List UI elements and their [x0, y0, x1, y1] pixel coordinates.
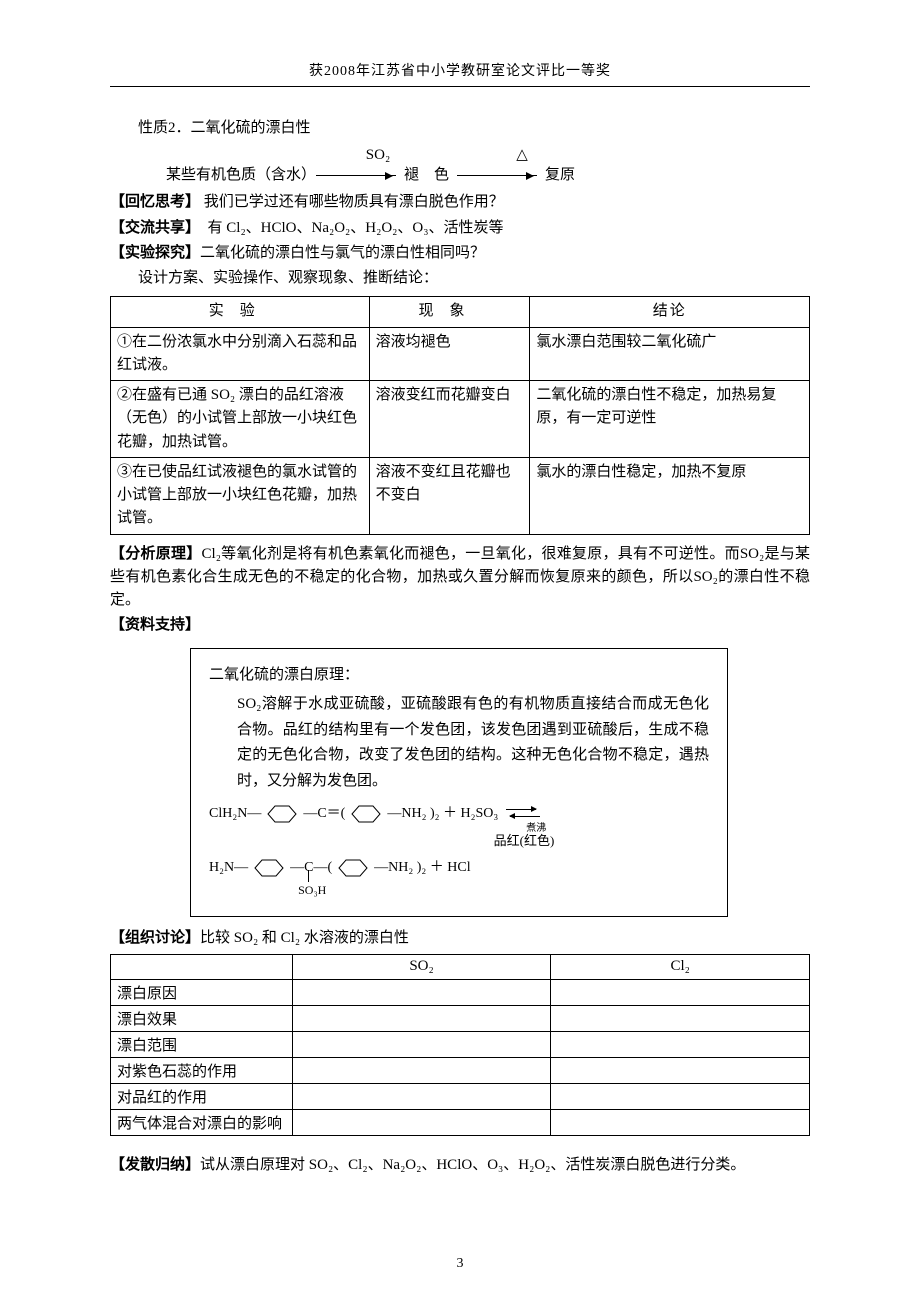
arrow-icon: [316, 175, 396, 176]
arrow-label-so2: SO₂: [338, 146, 418, 166]
benzene-icon: [265, 804, 299, 824]
table-row: 两气体混合对漂白的影响: [111, 1109, 810, 1135]
expinq-tag: 【实验探究】: [110, 245, 200, 261]
table-row: ①在二份浓氯水中分别滴入石蕊和品红试液。 溶液均褪色 氯水漂白范围较二氧化硫广: [111, 327, 810, 381]
reaction-arrow-diagram: SO₂ △ 某些有机色质（含水） 褪 色 复原: [166, 146, 810, 185]
arrow-end-text: 复原: [537, 166, 575, 186]
benzene-icon: [336, 858, 370, 878]
expinq-line: 【实验探究】二氧化硫的漂白性与氯气的漂白性相同吗？: [110, 242, 810, 265]
table-row: 漂白效果: [111, 1005, 810, 1031]
arrow-mid-text: 褪 色: [396, 166, 457, 186]
recall-line: 【回忆思考】 我们已学过还有哪些物质具有漂白脱色作用？: [110, 191, 810, 214]
recall-tag: 【回忆思考】: [110, 194, 200, 210]
box-title: 二氧化硫的漂白原理：: [209, 663, 709, 689]
share-line: 【交流共享】 有 Cl₂、HClO、Na₂O₂、H₂O₂、O₃、活性炭等: [110, 217, 810, 240]
table-row: 对紫色石蕊的作用: [111, 1057, 810, 1083]
share-tag: 【交流共享】: [110, 220, 193, 236]
arrow-label-heat: △: [482, 146, 562, 166]
principle-box: 二氧化硫的漂白原理： SO₂溶解于水成亚硫酸，亚硫酸跟有色的有机物质直接结合而成…: [190, 648, 728, 917]
table-row: ③在已使品红试液褪色的氯水试管的小试管上部放一小块红色花瓣，加热试管。 溶液不变…: [111, 457, 810, 534]
box-body: SO₂溶解于水成亚硫酸，亚硫酸跟有色的有机物质直接结合而成无色化合物。品红的结构…: [209, 692, 709, 794]
table-row: 漂白原因: [111, 979, 810, 1005]
table-header: 实验: [111, 297, 370, 327]
chem-equation-1: ClH₂N— —C＝( —NH₂ )₂ ＋ H₂SO₃ 煮沸: [209, 802, 709, 826]
table-row: SO₂ Cl₂: [111, 954, 810, 979]
table-header: 现象: [369, 297, 530, 327]
arrow-start-text: 某些有机色质（含水）: [166, 166, 316, 186]
table-row: 漂白范围: [111, 1031, 810, 1057]
table-row: 实验 现象 结论: [111, 297, 810, 327]
final-paragraph: 【发散归纳】试从漂白原理对 SO₂、Cl₂、Na₂O₂、HClO、O₃、H₂O₂…: [110, 1154, 810, 1177]
design-line: 设计方案、实验操作、观察现象、推断结论：: [110, 267, 810, 290]
final-tag: 【发散归纳】: [110, 1157, 200, 1173]
analysis-tag: 【分析原理】: [110, 546, 202, 562]
discuss-tag: 【组织讨论】: [110, 930, 200, 946]
experiment-table: 实验 现象 结论 ①在二份浓氯水中分别滴入石蕊和品红试液。 溶液均褪色 氯水漂白…: [110, 296, 810, 534]
page-header: 获2008年江苏省中小学教研室论文评比一等奖: [110, 60, 810, 87]
comparison-table: SO₂ Cl₂ 漂白原因 漂白效果 漂白范围 对紫色石蕊的作用 对品红的作用 两…: [110, 954, 810, 1136]
analysis-paragraph: 【分析原理】Cl₂等氧化剂是将有机色素氧化而褪色，一旦氧化，很难复原，具有不可逆…: [110, 543, 810, 613]
support-tag: 【资料支持】: [110, 614, 810, 637]
property-title: 性质2．二氧化硫的漂白性: [110, 117, 810, 140]
chem-label: 品红(红色): [209, 830, 709, 852]
equilibrium-arrow-icon: 煮沸: [506, 806, 542, 822]
benzene-icon: [349, 804, 383, 824]
table-row: 对品红的作用: [111, 1083, 810, 1109]
table-header: 结论: [530, 297, 810, 327]
discuss-line: 【组织讨论】比较 SO₂ 和 Cl₂ 水溶液的漂白性: [110, 927, 810, 950]
chem-equation-2: H₂N— —C—( SO₃H —NH₂ )₂ ＋ HCl: [209, 856, 709, 880]
arrow-icon: [457, 175, 537, 176]
table-row: ②在盛有已通 SO₂ 漂白的品红溶液（无色）的小试管上部放一小块红色花瓣，加热试…: [111, 381, 810, 458]
page-number: 3: [0, 1256, 920, 1272]
benzene-icon: [252, 858, 286, 878]
